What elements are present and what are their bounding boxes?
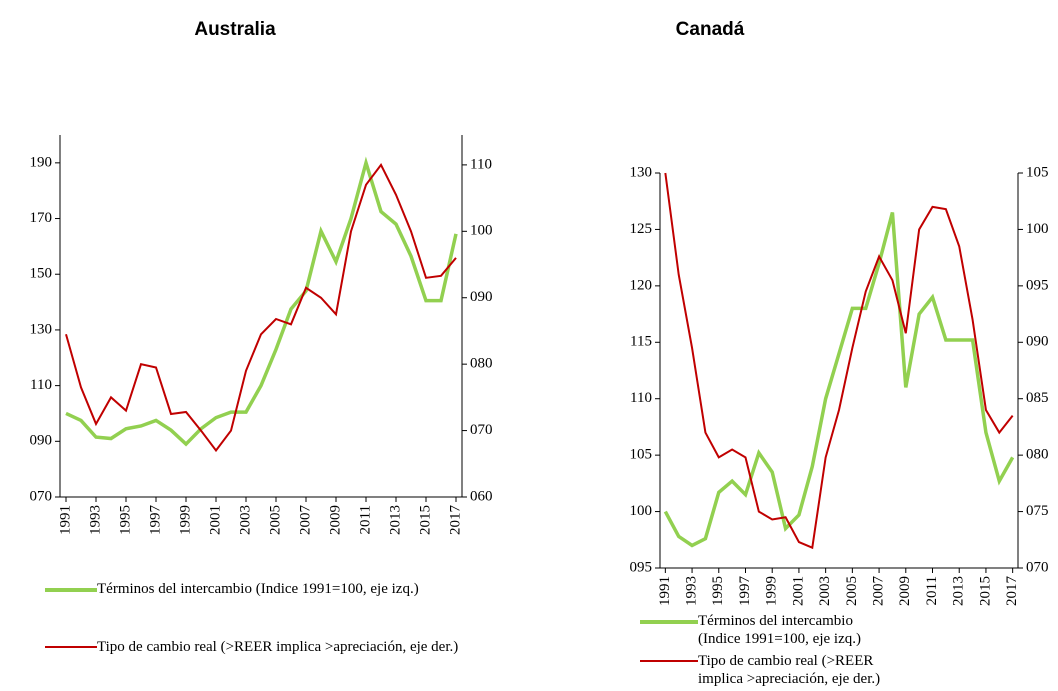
y2-tick-label: 080 bbox=[1026, 447, 1049, 463]
y2-tick-label: 090 bbox=[470, 289, 493, 305]
x-tick-label: 2005 bbox=[267, 505, 283, 535]
y2-tick-label: 090 bbox=[1026, 334, 1049, 350]
legend-label: Términos del intercambio (Indice 1991=10… bbox=[698, 613, 861, 647]
y-tick-label: 100 bbox=[630, 503, 653, 519]
y-tick-label: 090 bbox=[30, 433, 53, 449]
y2-tick-label: 080 bbox=[470, 356, 493, 372]
y2-tick-label: 085 bbox=[1026, 390, 1049, 406]
y2-tick-label: 070 bbox=[1026, 559, 1049, 575]
y2-tick-label: 110 bbox=[470, 156, 492, 172]
x-tick-label: 1999 bbox=[764, 576, 780, 606]
x-tick-label: 1995 bbox=[710, 576, 726, 606]
y-tick-label: 130 bbox=[30, 321, 53, 337]
y2-tick-label: 075 bbox=[1026, 503, 1049, 519]
x-tick-label: 2005 bbox=[844, 576, 860, 606]
legend-label: Términos del intercambio (Indice 1991=10… bbox=[97, 581, 419, 597]
chart-title: Australia bbox=[194, 19, 276, 40]
y-tick-label: 130 bbox=[630, 164, 653, 180]
x-tick-label: 2011 bbox=[357, 505, 373, 534]
y-tick-label: 170 bbox=[30, 210, 53, 226]
x-tick-label: 2017 bbox=[447, 505, 463, 536]
x-tick-label: 2007 bbox=[297, 505, 313, 536]
y2-tick-label: 100 bbox=[1026, 221, 1049, 237]
y-tick-label: 115 bbox=[630, 334, 652, 350]
y2-tick-label: 095 bbox=[1026, 277, 1049, 293]
y-tick-label: 125 bbox=[630, 221, 653, 237]
legend-label: Tipo de cambio real (>REER implica >apre… bbox=[97, 639, 459, 655]
series-line bbox=[663, 212, 1015, 548]
x-tick-label: 2015 bbox=[417, 505, 433, 535]
series-line bbox=[664, 172, 1014, 550]
x-tick-label: 1991 bbox=[657, 576, 673, 606]
y2-tick-label: 100 bbox=[470, 223, 493, 239]
x-tick-label: 1993 bbox=[683, 576, 699, 606]
y-tick-label: 110 bbox=[30, 377, 52, 393]
x-tick-label: 2003 bbox=[817, 576, 833, 606]
y2-tick-label: 060 bbox=[470, 488, 493, 504]
y-tick-label: 120 bbox=[630, 277, 653, 293]
y2-tick-label: 070 bbox=[470, 422, 493, 438]
x-tick-label: 2009 bbox=[897, 576, 913, 606]
series-line bbox=[65, 156, 458, 447]
legend-swatch bbox=[45, 646, 97, 648]
series-line bbox=[65, 163, 457, 453]
y-tick-label: 110 bbox=[630, 390, 652, 406]
x-tick-label: 1997 bbox=[147, 505, 163, 536]
chart-title: Canadá bbox=[676, 19, 745, 40]
y-tick-label: 150 bbox=[30, 266, 53, 282]
y-tick-label: 070 bbox=[30, 488, 53, 504]
x-tick-label: 2001 bbox=[207, 505, 223, 535]
x-tick-label: 1995 bbox=[117, 505, 133, 535]
x-tick-label: 2007 bbox=[871, 576, 887, 607]
y-tick-label: 095 bbox=[630, 559, 653, 575]
x-tick-label: 2003 bbox=[237, 505, 253, 535]
x-tick-label: 2001 bbox=[790, 576, 806, 606]
x-tick-label: 2013 bbox=[387, 505, 403, 535]
legend-swatch bbox=[45, 588, 97, 592]
x-tick-label: 2013 bbox=[951, 576, 967, 606]
x-tick-label: 2015 bbox=[977, 576, 993, 606]
y2-tick-label: 105 bbox=[1026, 164, 1049, 180]
legend-swatch bbox=[640, 620, 698, 624]
x-tick-label: 2011 bbox=[924, 576, 940, 605]
y-tick-label: 190 bbox=[30, 154, 53, 170]
x-tick-label: 2017 bbox=[1004, 576, 1020, 607]
x-tick-label: 2009 bbox=[327, 505, 343, 535]
x-tick-label: 1993 bbox=[87, 505, 103, 535]
legend-swatch bbox=[640, 660, 698, 662]
x-tick-label: 1997 bbox=[737, 576, 753, 607]
legend-label: Tipo de cambio real (>REER implica >apre… bbox=[698, 653, 881, 687]
x-tick-label: 1999 bbox=[177, 505, 193, 535]
y-tick-label: 105 bbox=[630, 447, 653, 463]
x-tick-label: 1991 bbox=[57, 505, 73, 535]
